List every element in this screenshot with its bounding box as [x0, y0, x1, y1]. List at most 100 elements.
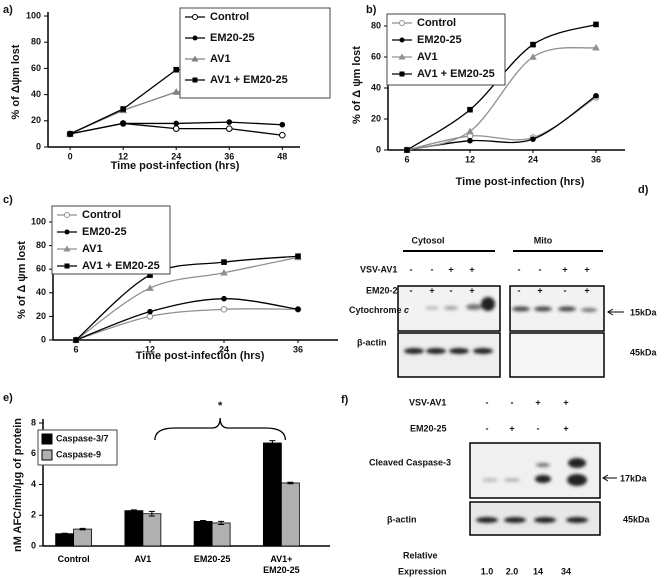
error-bar: [269, 440, 276, 446]
point: [147, 308, 153, 315]
y-tick-label: 100: [31, 216, 46, 226]
bracket: [154, 417, 287, 441]
legend-marker: [398, 53, 406, 60]
legend-marker: [63, 245, 71, 252]
bar: [73, 528, 93, 547]
point: [279, 131, 286, 139]
point: [466, 127, 474, 135]
sign: -: [410, 264, 413, 274]
arrow: [607, 308, 624, 316]
legend-label: AV1 + EM20-25: [210, 74, 288, 86]
legend-label: AV1: [210, 53, 231, 65]
bar: [262, 442, 282, 547]
y-tick-label: 0: [41, 334, 46, 344]
error-bar: [61, 532, 68, 535]
size-label: 17kDa: [620, 473, 648, 483]
y-tick-label: 6: [31, 448, 36, 458]
y-axis-label: % of Δψm lost: [10, 44, 22, 119]
point: [67, 131, 73, 137]
legend-marker: [192, 35, 198, 41]
legend-label: Control: [82, 209, 121, 221]
y-tick-label: 40: [36, 287, 46, 297]
panel-label: f): [341, 394, 349, 406]
legend-marker: [191, 55, 199, 62]
point: [120, 106, 126, 112]
bar: [124, 510, 144, 547]
x-axis-label: Time post-infection (hrs): [111, 160, 240, 172]
legend-label: Control: [210, 11, 249, 23]
y-tick-label: 20: [36, 311, 46, 321]
x-tick-label: 6: [73, 344, 78, 354]
point: [226, 119, 233, 125]
y-tick-label: 8: [31, 417, 36, 427]
point: [172, 125, 180, 132]
bar: [55, 533, 75, 547]
sign: -: [486, 397, 489, 407]
point: [467, 137, 473, 144]
legend-marker: [399, 37, 405, 43]
annotation: *: [218, 400, 223, 412]
legend-marker: [399, 20, 405, 26]
sign: +: [535, 397, 540, 407]
point: [530, 41, 536, 48]
legend: [386, 13, 506, 86]
expression-value: 14: [533, 566, 543, 576]
legend-marker: [64, 263, 70, 269]
row-label: β-actin: [387, 514, 417, 524]
x-tick-label: Control: [57, 554, 90, 564]
legend-label: EM20-25: [82, 226, 127, 238]
sign: -: [511, 397, 514, 407]
legend: [51, 205, 171, 275]
legend-label: AV1 + EM20-25: [82, 260, 160, 272]
sign: +: [563, 397, 568, 407]
y-tick-label: 80: [371, 20, 381, 30]
error-bar: [79, 527, 86, 531]
row-label: VSV-AV1: [360, 264, 397, 274]
sign: +: [469, 264, 474, 274]
x-tick-label: EM20-25: [193, 554, 231, 564]
x-tick-label: 36: [224, 151, 234, 161]
series-line: [406, 46, 597, 151]
row-label: Relative: [403, 550, 438, 560]
panel-label: b): [366, 4, 377, 16]
row-label: EM20-25: [366, 285, 403, 295]
y-tick-label: 60: [371, 51, 381, 61]
panel-label: e): [3, 392, 13, 404]
row-label: VSV-AV1: [409, 397, 446, 407]
blot-group: Mito: [534, 235, 553, 245]
point: [593, 92, 599, 99]
row-label: EM20-25: [410, 423, 447, 433]
point: [173, 66, 180, 73]
y-tick-label: 60: [31, 63, 41, 73]
point: [220, 268, 228, 276]
x-tick-label: 48: [277, 151, 287, 161]
row-label: Cleaved Caspase-3: [369, 457, 451, 467]
x-tick-label: 24: [171, 151, 181, 161]
legend-label: AV1: [417, 51, 438, 63]
sign: +: [584, 264, 589, 274]
sign: +: [448, 264, 453, 274]
y-tick-label: 20: [31, 115, 41, 125]
x-axis-label: Time post-infection (hrs): [136, 350, 265, 362]
blot: [469, 442, 601, 536]
point: [592, 43, 600, 51]
expression-value: 2.0: [506, 566, 519, 576]
row-label: Expression: [398, 566, 447, 576]
legend-swatch: [41, 449, 53, 461]
legend-swatch: [41, 433, 53, 445]
point: [146, 284, 154, 291]
series-line: [75, 255, 299, 341]
blot-group: Cytosol: [411, 235, 444, 245]
y-tick-label: 0: [31, 540, 36, 550]
series-line: [75, 308, 299, 341]
y-tick-label: 4: [31, 479, 36, 489]
bar: [280, 482, 300, 547]
point: [221, 259, 227, 265]
x-tick-label: 12: [145, 344, 155, 354]
sign: +: [563, 423, 568, 433]
point: [529, 53, 537, 60]
legend-label: AV1: [82, 243, 103, 255]
x-tick-label: 24: [528, 154, 538, 164]
expression-value: 1.0: [481, 566, 494, 576]
